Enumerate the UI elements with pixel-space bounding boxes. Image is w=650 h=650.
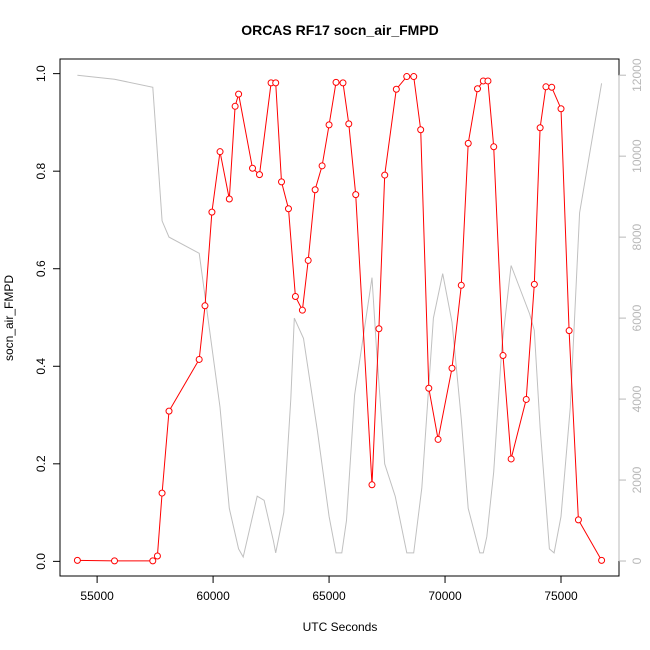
data-point xyxy=(484,77,492,85)
data-point xyxy=(332,78,340,86)
data-point xyxy=(158,489,166,497)
data-point xyxy=(536,124,544,132)
x-tick-label: 75000 xyxy=(544,589,578,603)
y2-tick-label: 6000 xyxy=(630,304,644,331)
x-axis: 55000 60000 65000 70000 75000 xyxy=(80,575,578,603)
data-point xyxy=(311,186,319,194)
data-point xyxy=(457,281,465,289)
data-point xyxy=(318,162,326,170)
data-point xyxy=(304,256,312,264)
y2-tick-label: 10000 xyxy=(630,139,644,173)
data-point xyxy=(565,327,573,335)
data-point xyxy=(284,205,292,213)
data-point xyxy=(542,83,550,91)
x-tick-label: 55000 xyxy=(80,589,114,603)
x-tick-label: 65000 xyxy=(312,589,346,603)
data-point xyxy=(216,148,224,156)
data-point xyxy=(425,384,433,392)
data-point xyxy=(410,73,418,81)
data-point xyxy=(165,407,173,415)
data-point xyxy=(255,171,263,179)
data-point xyxy=(522,395,530,403)
y-tick-label: 1.0 xyxy=(34,65,48,82)
data-point xyxy=(291,293,299,301)
data-point xyxy=(325,121,333,129)
data-point xyxy=(235,90,243,98)
data-point xyxy=(490,143,498,151)
y-tick-label: 0.4 xyxy=(34,358,48,375)
data-point xyxy=(195,355,203,363)
data-point xyxy=(278,178,286,186)
data-point xyxy=(368,481,376,489)
data-point xyxy=(548,83,556,91)
data-point xyxy=(417,126,425,134)
grey-series-line xyxy=(77,74,603,559)
data-point xyxy=(73,556,81,564)
chart-title: ORCAS RF17 socn_air_FMPD xyxy=(241,22,439,38)
y2-tick-label: 0 xyxy=(630,557,644,564)
data-point xyxy=(448,364,456,372)
data-point xyxy=(464,139,472,147)
data-point xyxy=(375,325,383,333)
y2-tick-label: 12000 xyxy=(630,58,644,92)
data-point xyxy=(345,120,353,128)
data-point xyxy=(598,556,606,564)
y2-axis: 0 2000 4000 6000 8000 10000 12000 xyxy=(618,58,644,564)
y-tick-label: 0.0 xyxy=(34,553,48,570)
series-layer xyxy=(73,73,606,565)
x-axis-label: UTC Seconds xyxy=(303,620,378,634)
y-tick-label: 0.2 xyxy=(34,455,48,472)
data-point xyxy=(153,552,161,560)
data-point xyxy=(403,73,411,81)
x-tick-label: 70000 xyxy=(428,589,462,603)
data-point xyxy=(507,455,515,463)
data-point xyxy=(339,79,347,87)
x-tick-label: 60000 xyxy=(196,589,230,603)
y-axis: 0.0 0.2 0.4 0.6 0.8 1.0 xyxy=(34,65,61,570)
red-series-line xyxy=(77,76,603,562)
y2-tick-label: 8000 xyxy=(630,223,644,250)
data-point xyxy=(231,102,239,110)
y2-tick-label: 2000 xyxy=(630,466,644,493)
data-point xyxy=(208,208,216,216)
data-point xyxy=(434,435,442,443)
data-point xyxy=(530,280,538,288)
data-point xyxy=(392,85,400,93)
data-point xyxy=(272,79,280,87)
data-point xyxy=(352,191,360,199)
y-axis-label: socn_air_FMPD xyxy=(2,275,16,361)
data-point xyxy=(557,105,565,113)
data-point xyxy=(225,195,233,203)
y2-tick-label: 4000 xyxy=(630,385,644,412)
data-point xyxy=(249,164,257,172)
data-point xyxy=(381,171,389,179)
data-point xyxy=(499,352,507,360)
data-point xyxy=(201,302,209,310)
data-point xyxy=(149,557,157,565)
data-point xyxy=(298,306,306,314)
y-tick-label: 0.8 xyxy=(34,163,48,180)
data-point xyxy=(574,516,582,524)
y-tick-label: 0.6 xyxy=(34,260,48,277)
data-point xyxy=(474,85,482,93)
data-point xyxy=(111,557,119,565)
plot-frame xyxy=(59,58,620,577)
